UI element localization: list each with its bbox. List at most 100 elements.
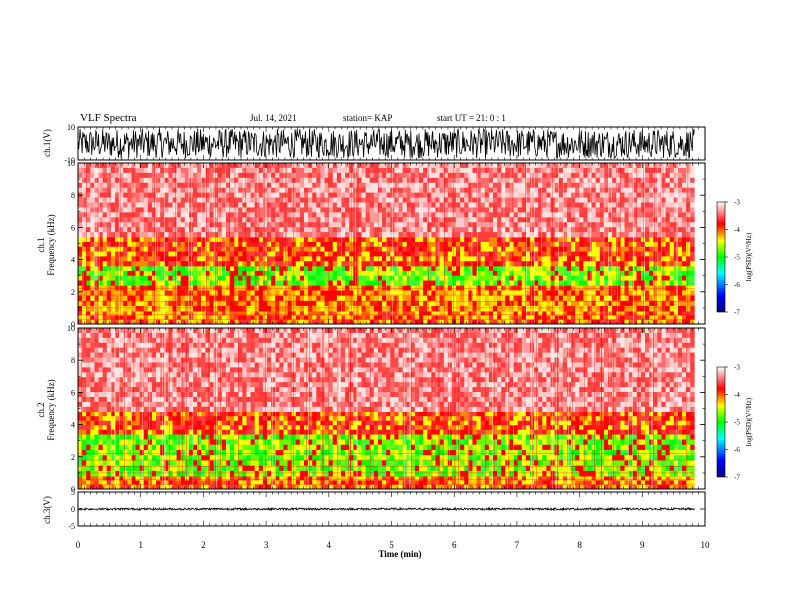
ch1-spectrogram-cell bbox=[242, 241, 247, 248]
ch1-spectrogram-cell bbox=[143, 275, 149, 281]
ch1-spectrogram-cell bbox=[308, 182, 313, 188]
ch1-spectrogram-cell bbox=[538, 275, 543, 281]
ch1-spectrogram-cell bbox=[250, 280, 255, 286]
ch1-spectrogram-cell bbox=[682, 212, 687, 218]
ch1-spectrogram-cell bbox=[254, 167, 260, 174]
ch1-spectrogram-cell bbox=[320, 305, 325, 312]
ch1-spectrogram-cell bbox=[394, 163, 399, 169]
ch1-spectrogram-cell bbox=[197, 256, 202, 262]
ch1-spectrogram-cell bbox=[164, 227, 169, 233]
ch1-spectrogram-cell bbox=[443, 290, 449, 296]
ch1-spectrogram-cell bbox=[312, 280, 317, 286]
ch1-spectrogram-cell bbox=[127, 167, 132, 174]
ch1-spectrogram-cell bbox=[501, 280, 506, 286]
ch1-spectrogram-cell bbox=[143, 241, 149, 248]
ch1-spectrogram-cell bbox=[595, 202, 601, 208]
ch1-spectrogram-cell bbox=[336, 295, 342, 302]
ch1-spectrogram-cell bbox=[431, 275, 436, 281]
ch1-spectrogram-cell bbox=[493, 192, 498, 198]
ch1-spectrogram-cell bbox=[156, 300, 161, 307]
ch1-spectrogram-cell bbox=[468, 192, 473, 198]
ch1-spectrogram-cell bbox=[193, 266, 198, 272]
ch1-spectrogram-cell bbox=[419, 300, 424, 307]
ch1-spectrogram-cell bbox=[238, 222, 243, 228]
ch1-spectrogram-cell bbox=[501, 270, 506, 276]
ch1-spectrogram-cell bbox=[427, 187, 432, 193]
ch1-spectrogram-cell bbox=[90, 192, 95, 198]
ch1-spectrogram-cell bbox=[324, 241, 329, 248]
ch1-spectrogram-cell bbox=[168, 270, 173, 276]
ch1-spectrogram-cell bbox=[267, 163, 272, 169]
ch1-spectrogram-cell bbox=[316, 280, 321, 286]
ch1-spectrogram-cell bbox=[312, 212, 317, 218]
ch1-spectrogram-cell bbox=[131, 227, 136, 233]
ch1-spectrogram-cell bbox=[583, 295, 588, 302]
ch1-spectrogram-cell bbox=[193, 222, 198, 228]
ch1-spectrogram-cell bbox=[476, 163, 481, 169]
ch1-spectrogram-cell bbox=[653, 305, 658, 312]
ch1-spectrogram-cell bbox=[98, 217, 103, 223]
ch1-spectrogram-cell bbox=[558, 217, 564, 223]
ch1-spectrogram-cell bbox=[287, 311, 292, 316]
ch1-spectrogram-cell bbox=[127, 207, 132, 213]
ch1-spectrogram-cell bbox=[82, 202, 87, 208]
ch1-spectrogram-cell bbox=[176, 300, 182, 307]
ch1-spectrogram-cell bbox=[357, 197, 362, 203]
ch1-spectrogram-cell bbox=[328, 256, 334, 262]
ch1-spectrogram-cell bbox=[579, 177, 584, 184]
ch1-spectrogram-cell bbox=[480, 237, 486, 243]
ch1-spectrogram-cell bbox=[402, 241, 408, 248]
ch1-spectrogram-cell bbox=[271, 280, 276, 286]
ch1-spectrogram-cell bbox=[628, 315, 634, 320]
ch1-spectrogram-cell bbox=[205, 275, 210, 281]
ch1-spectrogram-cell bbox=[143, 266, 149, 272]
ch1-spectrogram-cell bbox=[110, 305, 116, 312]
ch1-spectrogram-cell bbox=[657, 246, 662, 252]
ch1-spectrogram-cell bbox=[234, 241, 239, 248]
ch1-spectrogram-cell bbox=[308, 172, 313, 179]
ch1-spectrogram-cell bbox=[299, 315, 305, 320]
ch1-spectrogram-cell bbox=[497, 246, 502, 252]
ch1-spectrogram-cell bbox=[357, 241, 362, 248]
ch1-spectrogram-cell bbox=[620, 197, 625, 203]
ch1-spectrogram-cell bbox=[316, 246, 321, 252]
ch1-spectrogram-cell bbox=[250, 300, 255, 307]
ch1-spectrogram-cell bbox=[365, 246, 371, 252]
ch1-spectrogram-cell bbox=[168, 227, 173, 233]
ch1-spectrogram-cell bbox=[488, 290, 494, 296]
ch1-spectrogram-cell bbox=[94, 256, 99, 262]
ch1-spectrogram-cell bbox=[686, 232, 691, 238]
ch1-spectrogram-cell bbox=[267, 237, 272, 243]
ch1-spectrogram-cell bbox=[534, 227, 539, 233]
ch1-spectrogram-cell bbox=[435, 311, 440, 316]
station-label: station= KAP bbox=[343, 113, 393, 123]
ch1-spectrogram-cell bbox=[262, 192, 268, 198]
ch1-spectrogram-cell bbox=[558, 285, 564, 291]
ch1-spectrogram-cell bbox=[262, 280, 268, 286]
ch1-spectrogram-cell bbox=[505, 197, 510, 203]
ch1-spectrogram-cell bbox=[620, 280, 625, 286]
ch1-spectrogram-cell bbox=[665, 237, 670, 243]
ch1-spectrogram-cell bbox=[645, 261, 650, 267]
ch1-spectrogram-cell bbox=[591, 172, 597, 179]
ch1-spectrogram-cell bbox=[673, 227, 679, 233]
ch1-spectrogram-cell bbox=[90, 311, 95, 316]
ch1-spectrogram-cell bbox=[193, 207, 198, 213]
ch1-spectrogram-cell bbox=[682, 266, 687, 272]
ch1-spectrogram-cell bbox=[612, 290, 617, 296]
ch1-spectrogram-cell bbox=[562, 202, 568, 208]
ch1-spectrogram-cell bbox=[271, 319, 276, 325]
ch1-spectrogram-cell bbox=[147, 300, 153, 307]
ch1-spectrogram-cell bbox=[476, 295, 481, 302]
ch1-spectrogram-cell bbox=[686, 177, 691, 184]
ch1-spectrogram-cell bbox=[205, 167, 210, 174]
ch1-spectrogram-cell bbox=[156, 172, 161, 179]
ch1-spectrogram-cell bbox=[677, 182, 683, 188]
ch1-spectrogram-cell bbox=[558, 237, 564, 243]
ch1-spectrogram-cell bbox=[382, 280, 387, 286]
ch1-spectrogram-cell bbox=[373, 285, 379, 291]
ch1-spectrogram-cell bbox=[271, 305, 276, 312]
ch1-spectrogram-cell bbox=[509, 163, 514, 169]
ch1-spectrogram-cell bbox=[583, 241, 588, 248]
ch1-spectrogram-cell bbox=[316, 256, 321, 262]
